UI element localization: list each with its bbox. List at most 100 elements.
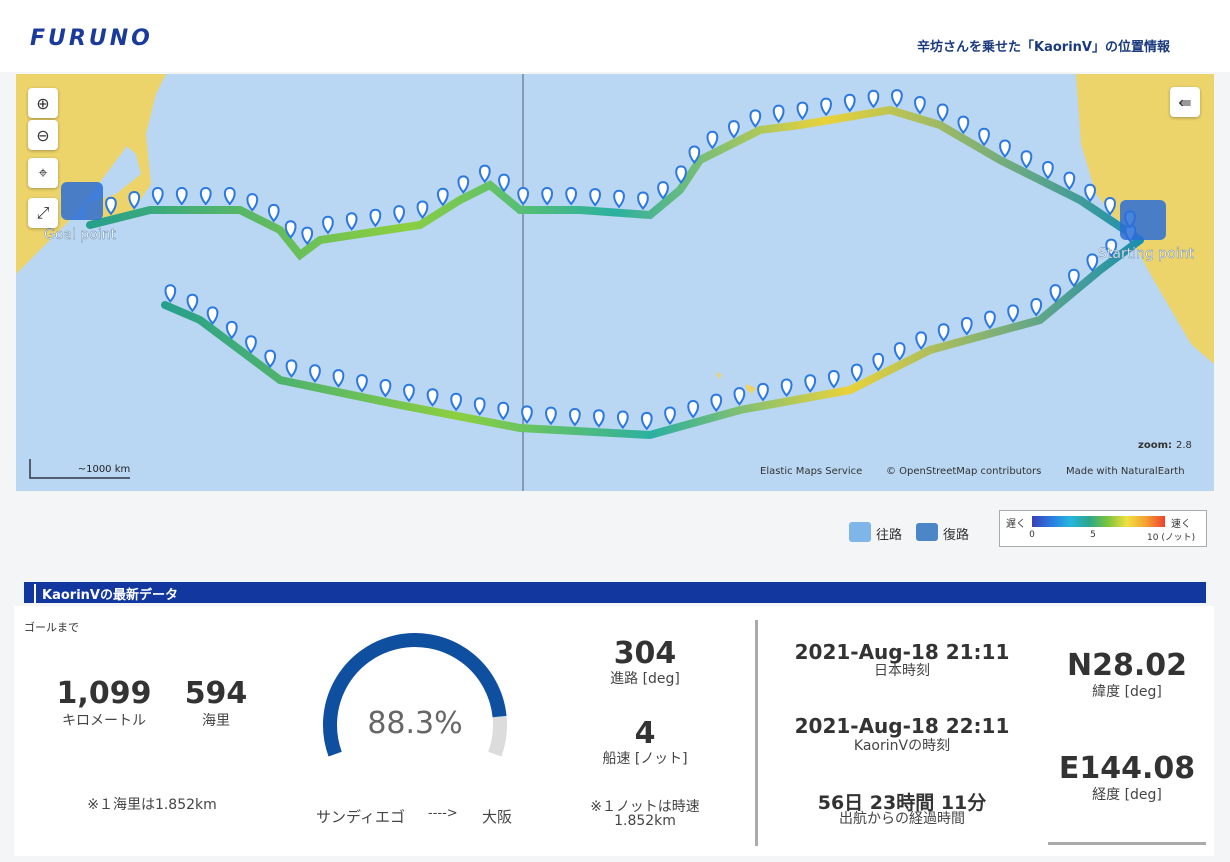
track-marker[interactable] bbox=[772, 104, 785, 124]
track-marker[interactable] bbox=[151, 186, 164, 206]
track-marker[interactable] bbox=[225, 320, 238, 340]
track-marker[interactable] bbox=[757, 382, 769, 402]
track-marker[interactable] bbox=[872, 352, 885, 372]
track-marker[interactable] bbox=[1068, 268, 1080, 288]
track-marker[interactable] bbox=[936, 103, 949, 123]
attribution[interactable]: Elastic Maps Service bbox=[760, 466, 862, 477]
track-marker[interactable] bbox=[589, 188, 601, 207]
track-marker[interactable] bbox=[1020, 150, 1033, 169]
track-marker[interactable] bbox=[379, 378, 392, 398]
track-marker[interactable] bbox=[301, 226, 314, 246]
track-marker[interactable] bbox=[827, 369, 840, 389]
track-marker[interactable] bbox=[517, 186, 530, 206]
track-marker[interactable] bbox=[675, 165, 687, 184]
track-marker[interactable] bbox=[1063, 171, 1076, 191]
track-marker[interactable] bbox=[457, 175, 470, 194]
track-marker[interactable] bbox=[436, 187, 449, 207]
track-marker[interactable] bbox=[664, 406, 676, 425]
track-marker[interactable] bbox=[403, 383, 415, 403]
track-marker[interactable] bbox=[284, 220, 297, 239]
track-marker[interactable] bbox=[267, 203, 280, 223]
track-marker[interactable] bbox=[867, 89, 880, 109]
track-marker[interactable] bbox=[960, 316, 973, 336]
track-marker[interactable] bbox=[804, 374, 817, 393]
track-marker[interactable] bbox=[915, 331, 928, 350]
track-marker[interactable] bbox=[128, 190, 141, 210]
track-marker[interactable] bbox=[687, 400, 700, 419]
track-marker[interactable] bbox=[246, 193, 259, 212]
fullscreen-button[interactable]: ⤢ bbox=[28, 198, 58, 228]
track-marker[interactable] bbox=[780, 378, 793, 398]
zoom-in-button[interactable]: ⊕ bbox=[28, 88, 58, 118]
track-marker[interactable] bbox=[957, 115, 970, 135]
track-marker[interactable] bbox=[1086, 253, 1099, 272]
track-marker[interactable] bbox=[309, 364, 321, 383]
attribution[interactable]: © OpenStreetMap contributors bbox=[886, 466, 1041, 477]
track-marker[interactable] bbox=[657, 181, 669, 200]
track-marker[interactable] bbox=[569, 407, 581, 427]
track-marker[interactable] bbox=[478, 164, 491, 184]
track-marker[interactable] bbox=[426, 388, 439, 407]
track-marker[interactable] bbox=[850, 363, 863, 383]
track-marker[interactable] bbox=[332, 369, 345, 388]
attribution[interactable]: Made with NaturalEarth bbox=[1066, 466, 1185, 477]
track-marker[interactable] bbox=[1105, 238, 1118, 258]
track-marker[interactable] bbox=[541, 186, 554, 206]
track-marker[interactable] bbox=[199, 186, 212, 206]
track-marker[interactable] bbox=[640, 411, 653, 431]
layers-button[interactable]: ⇚ bbox=[1170, 87, 1200, 117]
track-marker[interactable] bbox=[285, 359, 298, 378]
track-marker[interactable] bbox=[749, 109, 762, 128]
track-marker[interactable] bbox=[820, 97, 832, 117]
track-marker[interactable] bbox=[1007, 304, 1019, 323]
track-marker[interactable] bbox=[497, 401, 510, 421]
track-marker[interactable] bbox=[369, 208, 382, 228]
track-marker[interactable] bbox=[245, 335, 257, 354]
track-marker[interactable] bbox=[356, 374, 368, 393]
track-marker[interactable] bbox=[999, 139, 1011, 159]
track-marker[interactable] bbox=[164, 284, 177, 303]
track-marker[interactable] bbox=[637, 191, 649, 211]
track-marker[interactable] bbox=[264, 349, 277, 369]
track-marker[interactable] bbox=[592, 409, 605, 428]
track-marker[interactable] bbox=[1084, 183, 1096, 203]
map[interactable]: Goal point Starting point ~1000 km zoom:… bbox=[16, 74, 1214, 491]
track-marker[interactable] bbox=[1049, 284, 1062, 303]
locate-button[interactable]: ⌖ bbox=[28, 158, 58, 188]
track-marker[interactable] bbox=[1030, 298, 1043, 317]
track-marker[interactable] bbox=[727, 120, 740, 139]
track-marker[interactable] bbox=[186, 293, 199, 313]
zoom-out-button[interactable]: ⊖ bbox=[28, 120, 58, 150]
track-marker[interactable] bbox=[796, 101, 809, 121]
track-marker[interactable] bbox=[978, 127, 990, 147]
track-marker[interactable] bbox=[710, 393, 723, 413]
track-marker[interactable] bbox=[937, 323, 950, 342]
track-marker[interactable] bbox=[322, 215, 334, 235]
track-marker[interactable] bbox=[1104, 197, 1116, 216]
track-marker[interactable] bbox=[105, 196, 117, 216]
track-marker[interactable] bbox=[733, 387, 746, 406]
track-marker[interactable] bbox=[393, 205, 406, 224]
track-marker[interactable] bbox=[706, 130, 719, 150]
track-marker[interactable] bbox=[565, 186, 578, 206]
track-marker[interactable] bbox=[891, 89, 903, 108]
track-marker[interactable] bbox=[613, 189, 625, 209]
track-marker[interactable] bbox=[416, 200, 429, 219]
track-marker[interactable] bbox=[616, 410, 629, 430]
track-marker[interactable] bbox=[473, 397, 486, 416]
track-marker[interactable] bbox=[893, 342, 906, 361]
track-marker[interactable] bbox=[223, 186, 236, 206]
elapsed-label: 出航からの経過時間 bbox=[839, 811, 965, 827]
track-marker[interactable] bbox=[345, 212, 358, 231]
track-marker[interactable] bbox=[450, 392, 462, 412]
track-marker[interactable] bbox=[545, 406, 557, 426]
track-marker[interactable] bbox=[498, 173, 510, 193]
track-marker[interactable] bbox=[175, 186, 188, 206]
track-marker[interactable] bbox=[521, 405, 533, 424]
track-marker[interactable] bbox=[984, 310, 996, 330]
track-marker[interactable] bbox=[843, 93, 856, 113]
track-marker[interactable] bbox=[914, 95, 926, 115]
track-marker[interactable] bbox=[1042, 160, 1054, 180]
track-marker[interactable] bbox=[206, 306, 219, 325]
track-marker[interactable] bbox=[688, 145, 701, 164]
